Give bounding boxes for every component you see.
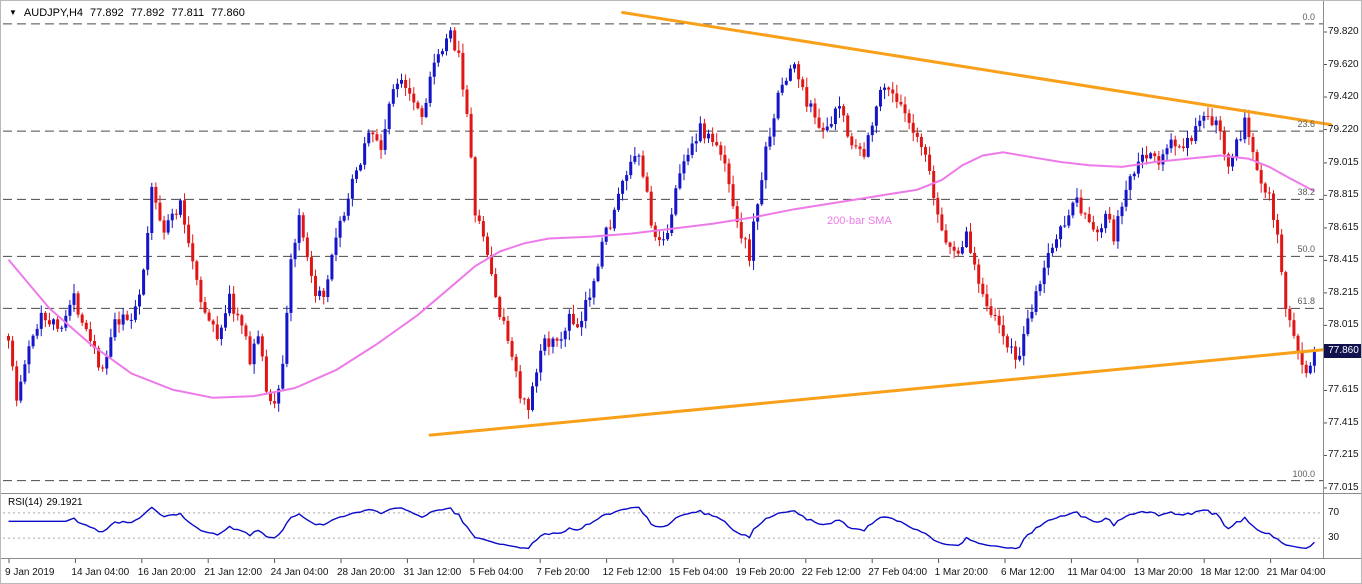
rsi-name: RSI(14) <box>8 497 43 508</box>
trendline-ascending-support <box>428 347 1333 437</box>
ohlc-low-value: 77.811 <box>171 7 205 19</box>
rsi-indicator-label: RSI(14) 29.1921 <box>8 497 87 508</box>
rsi-line <box>8 506 1315 550</box>
symbol-timeframe-label: AUDJPY,H4 <box>23 7 84 19</box>
sma-line <box>7 151 1315 399</box>
ohlc-open-value: 77.892 <box>90 7 124 19</box>
current-price-badge: 77.860 <box>1324 343 1361 358</box>
symbol-info: ▼ AUDJPY,H4 77.892 77.892 77.811 77.860 <box>9 7 245 19</box>
panel-separator-main-rsi[interactable] <box>1 493 1361 494</box>
ohlc-high-value: 77.892 <box>130 7 165 19</box>
candlestick-series <box>7 27 1316 419</box>
symbol-arrow-icon: ▼ <box>9 8 17 17</box>
price-axis-separator <box>1323 1 1324 558</box>
rsi-current-value: 29.1921 <box>46 497 83 508</box>
panel-separator-rsi-timeaxis[interactable] <box>1 558 1361 559</box>
trendline-descending-resistance <box>621 10 1333 127</box>
rsi-level-lines <box>3 512 1323 539</box>
sma-label: 200-bar SMA <box>827 215 892 227</box>
fib-retracement-lines <box>3 23 1323 482</box>
ohlc-close-value: 77.860 <box>211 7 245 19</box>
